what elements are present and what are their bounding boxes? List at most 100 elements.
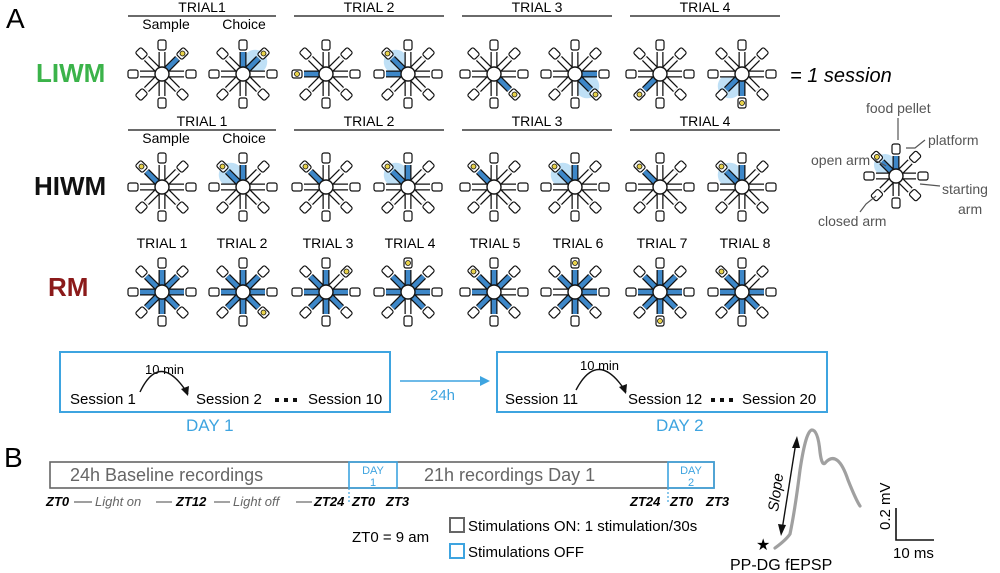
- day2-session-12: Session 12: [628, 391, 702, 408]
- maze-hub: [567, 179, 583, 195]
- maze-platform: [756, 306, 769, 319]
- food-pellet: [551, 163, 558, 170]
- maze-platform: [540, 287, 552, 297]
- maze-platform: [321, 210, 331, 222]
- maze-platform: [674, 47, 687, 60]
- maze-platform: [381, 88, 394, 101]
- maze-platform: [633, 265, 646, 278]
- maze-platform: [321, 315, 331, 327]
- gap-arrowhead: [480, 376, 490, 386]
- maze-platform: [208, 182, 220, 192]
- maze-hub: [888, 168, 904, 184]
- radial-mazes: [127, 39, 929, 327]
- maze-platform: [674, 265, 687, 278]
- maze-platform: [570, 210, 580, 222]
- maze-platform: [321, 152, 331, 164]
- maze-platform: [908, 188, 922, 202]
- maze-platform: [737, 39, 747, 51]
- key-off-swatch: [449, 543, 465, 559]
- maze-platform: [707, 287, 719, 297]
- hiwm-label: HIWM: [34, 171, 106, 201]
- maze-platform: [756, 47, 769, 60]
- liwm-sample-3: [459, 39, 529, 109]
- maze-platform: [570, 152, 580, 164]
- food-pellet: [405, 260, 411, 266]
- maze-platform: [737, 257, 747, 269]
- day1-session-10: Session 10: [308, 391, 382, 408]
- liwm-sample-label: Sample: [142, 16, 190, 32]
- maze-platform: [589, 306, 602, 319]
- maze-platform: [266, 69, 278, 79]
- hiwm-sample-3: [459, 152, 529, 222]
- maze-platform: [633, 201, 646, 214]
- rm-trial-7: TRIAL 7: [637, 235, 688, 251]
- maze-platform: [135, 88, 148, 101]
- maze-platform: [403, 210, 413, 222]
- liwm-sample-4: [625, 39, 695, 109]
- maze-platform: [737, 315, 747, 327]
- liwm-sample-2: [291, 39, 361, 109]
- food-pellet: [636, 91, 643, 98]
- liwm-choice-3: [540, 39, 610, 109]
- maze-platform: [517, 182, 529, 192]
- tick-zt24: ZT24: [313, 494, 345, 509]
- maze-hub: [318, 179, 334, 195]
- liwm-choice-2: [373, 39, 443, 109]
- maze-hub: [734, 179, 750, 195]
- tick-light-off: Light off: [233, 494, 281, 509]
- trial-header-lines: [128, 15, 780, 131]
- rm-trial-7: [625, 257, 695, 327]
- hiwm-sample-4: [625, 152, 695, 222]
- maze-platform: [216, 201, 229, 214]
- liwm-label: LIWM: [36, 58, 105, 88]
- legend-closed-arm: closed arm: [818, 213, 886, 229]
- maze-platform: [216, 306, 229, 319]
- maze-platform: [422, 47, 435, 60]
- maze-platform: [683, 69, 695, 79]
- timeline-day1-box: [348, 461, 398, 489]
- ellipsis-dots: [275, 398, 733, 402]
- maze-platform: [238, 315, 248, 327]
- maze-platform: [381, 265, 394, 278]
- food-pellet: [343, 268, 350, 275]
- maze-platform: [403, 39, 413, 51]
- hiwm-choice-4: [707, 152, 777, 222]
- liwm-trial-2: TRIAL 2: [344, 0, 395, 15]
- maze-platform: [863, 171, 875, 181]
- maze-platform: [625, 182, 637, 192]
- maze-platform: [589, 265, 602, 278]
- maze-platform: [570, 315, 580, 327]
- tick-zt3-b: ZT3: [705, 494, 730, 509]
- maze-platform: [381, 306, 394, 319]
- maze-platform: [157, 39, 167, 51]
- maze-platform: [238, 257, 248, 269]
- maze-hub: [235, 284, 251, 300]
- hiwm-choice-1: [208, 152, 278, 222]
- hiwm-trial-4: TRIAL 4: [680, 113, 731, 129]
- legend-maze: [863, 143, 929, 209]
- liwm-trial-4: TRIAL 4: [680, 0, 731, 15]
- maze-platform: [517, 69, 529, 79]
- day2-box-label-2: 2: [688, 477, 694, 489]
- maze-hub: [652, 66, 668, 82]
- rm-trial-6: [540, 257, 610, 327]
- rm-trial-3: TRIAL 3: [303, 235, 354, 251]
- maze-platform: [238, 97, 248, 109]
- maze-platform: [548, 201, 561, 214]
- maze-platform: [257, 160, 270, 173]
- maze-platform: [655, 152, 665, 164]
- maze-hub: [486, 284, 502, 300]
- maze-platform: [655, 257, 665, 269]
- rm-trial-6: TRIAL 6: [553, 235, 604, 251]
- interval-arrows: [139, 368, 627, 395]
- hiwm-trial-3: TRIAL 3: [512, 113, 563, 129]
- maze-platform: [756, 88, 769, 101]
- maze-platform: [540, 69, 552, 79]
- maze-platform: [299, 306, 312, 319]
- maze-platform: [299, 265, 312, 278]
- maze-platform: [238, 210, 248, 222]
- maze-platform: [216, 265, 229, 278]
- day1-box: [59, 351, 391, 413]
- maze-platform: [403, 315, 413, 327]
- day1-label: DAY 1: [186, 416, 234, 435]
